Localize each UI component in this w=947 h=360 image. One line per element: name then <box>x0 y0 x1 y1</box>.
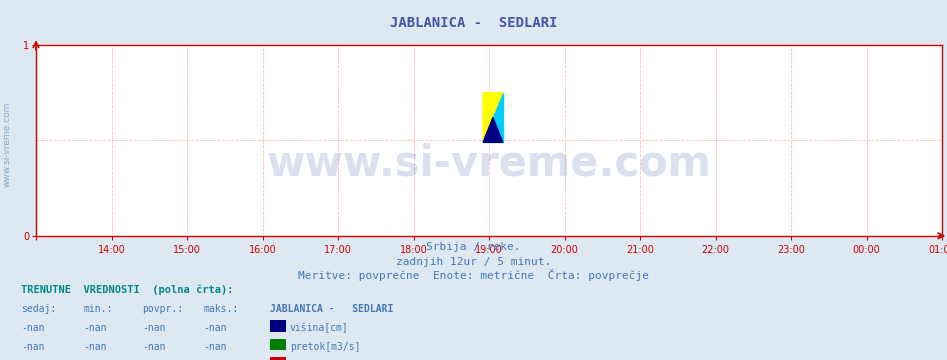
Polygon shape <box>483 93 503 142</box>
Text: -nan: -nan <box>142 323 166 333</box>
Text: -nan: -nan <box>21 323 45 333</box>
Text: zadnjih 12ur / 5 minut.: zadnjih 12ur / 5 minut. <box>396 257 551 267</box>
Polygon shape <box>483 93 503 142</box>
Text: JABLANICA -   SEDLARI: JABLANICA - SEDLARI <box>270 304 393 314</box>
Text: -nan: -nan <box>21 342 45 352</box>
Text: -nan: -nan <box>83 323 107 333</box>
Text: Srbija / reke.: Srbija / reke. <box>426 242 521 252</box>
Text: sedaj:: sedaj: <box>21 304 56 314</box>
Text: TRENUTNE  VREDNOSTI  (polna črta):: TRENUTNE VREDNOSTI (polna črta): <box>21 285 233 296</box>
Text: -nan: -nan <box>83 342 107 352</box>
Text: višina[cm]: višina[cm] <box>290 323 348 333</box>
Text: -nan: -nan <box>204 342 227 352</box>
Text: pretok[m3/s]: pretok[m3/s] <box>290 342 360 352</box>
Text: www.si-vreme.com: www.si-vreme.com <box>267 142 711 184</box>
Polygon shape <box>483 117 503 142</box>
Text: maks.:: maks.: <box>204 304 239 314</box>
Text: -nan: -nan <box>204 323 227 333</box>
Text: povpr.:: povpr.: <box>142 304 183 314</box>
Text: JABLANICA -  SEDLARI: JABLANICA - SEDLARI <box>390 16 557 30</box>
Text: -nan: -nan <box>142 342 166 352</box>
Text: min.:: min.: <box>83 304 113 314</box>
Text: Meritve: povprečne  Enote: metrične  Črta: povprečje: Meritve: povprečne Enote: metrične Črta:… <box>298 269 649 281</box>
Text: www.si-vreme.com: www.si-vreme.com <box>3 101 12 187</box>
